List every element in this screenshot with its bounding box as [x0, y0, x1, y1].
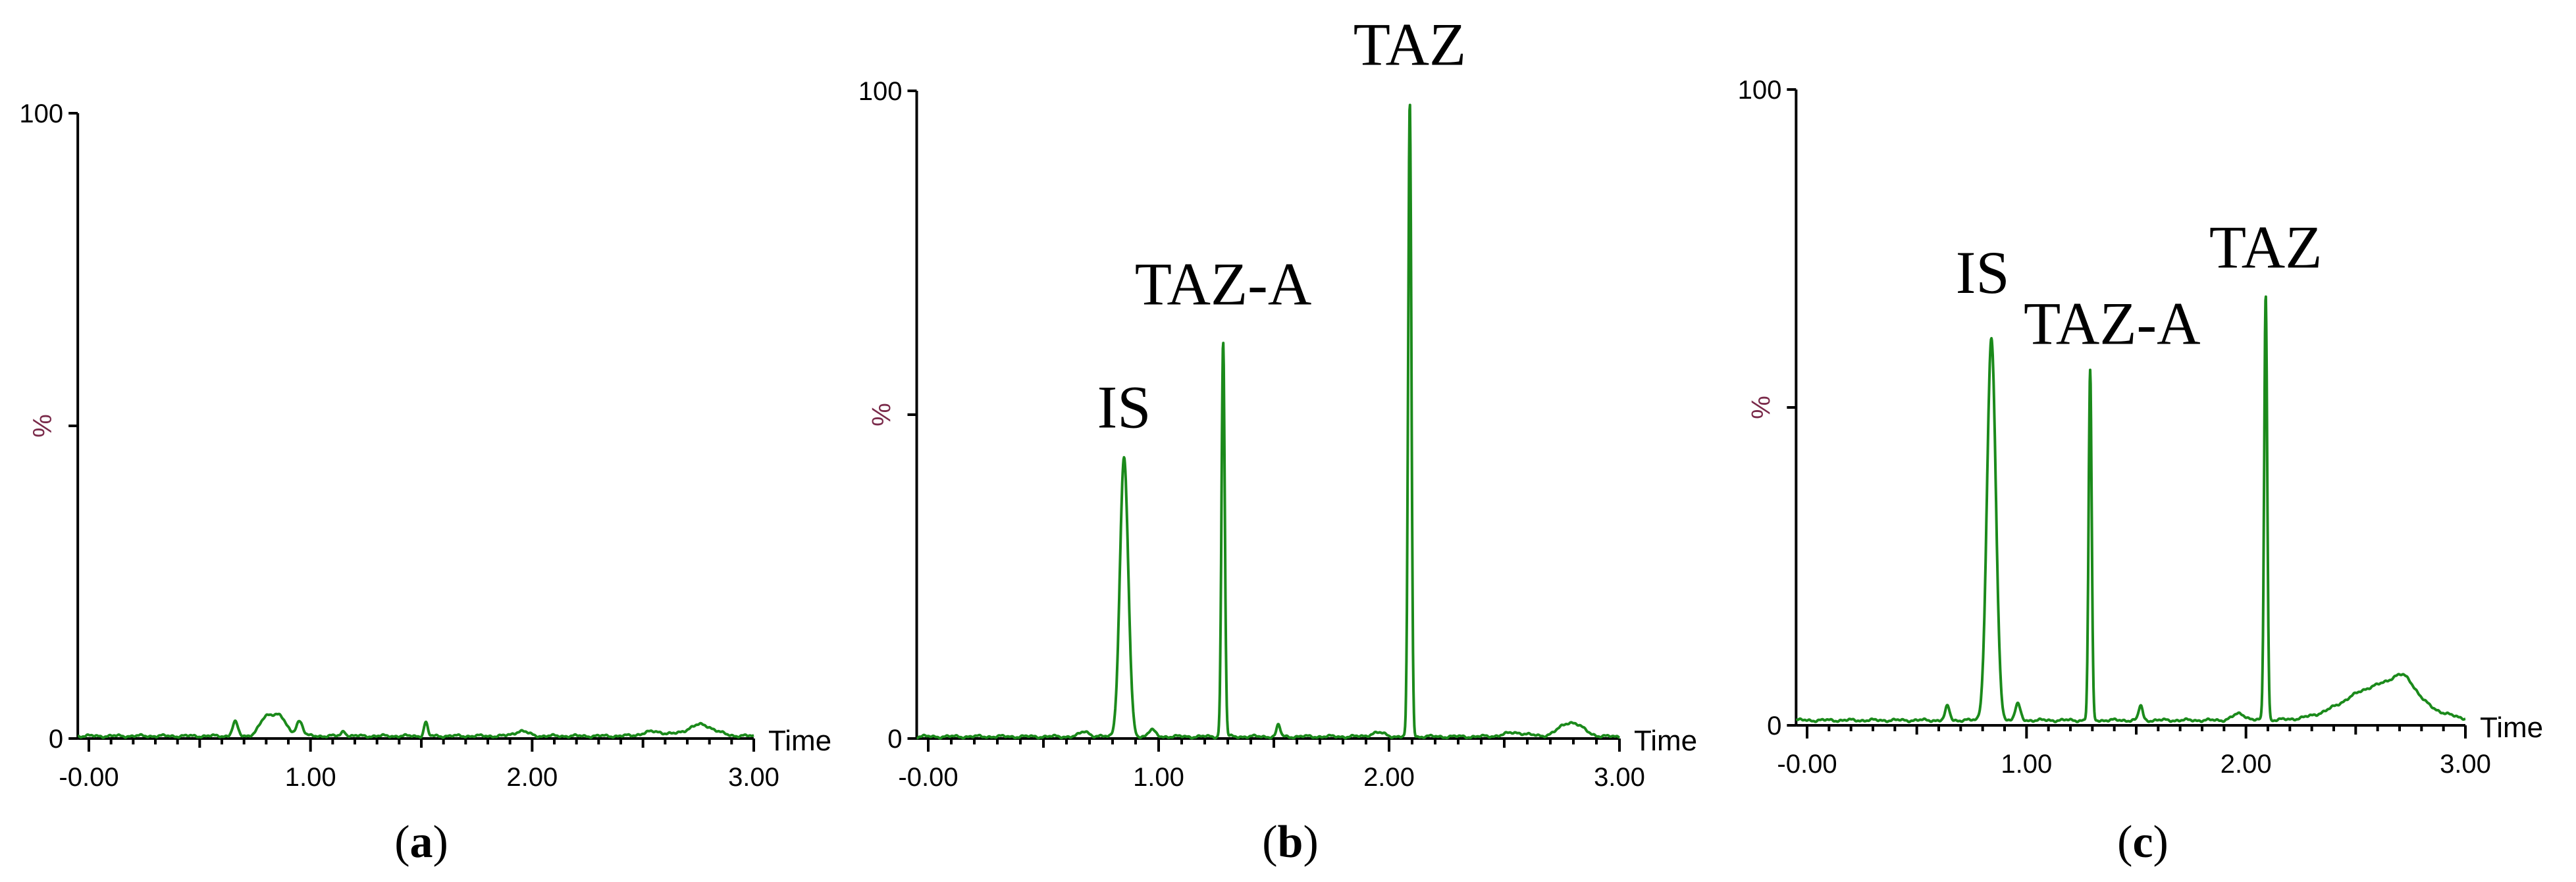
y-tick-label-100: 100 [1738, 76, 1782, 105]
chromatogram-trace [1795, 295, 2467, 723]
y-axis-label: % [28, 414, 57, 438]
panel-caption: (c) [2117, 817, 2169, 868]
x-tick-label: -0.00 [59, 763, 118, 792]
y-tick-label-0: 0 [887, 725, 902, 754]
x-tick-label: 2.00 [1363, 763, 1415, 792]
peak-annotation-taz: TAZ [1354, 11, 1466, 78]
peak-annotation-is: IS [1097, 374, 1151, 441]
y-tick-label-0: 0 [49, 725, 63, 754]
peak-annotation-taz-a: TAZ-A [1135, 251, 1312, 318]
x-tick-label: -0.00 [1777, 750, 1837, 779]
x-tick-label: 3.00 [1594, 763, 1645, 792]
x-tick-label: 1.00 [1133, 763, 1184, 792]
y-tick-label-100: 100 [19, 99, 63, 128]
x-axis-label: Time [768, 725, 831, 757]
x-axis-label: Time [2480, 712, 2543, 744]
chart-panel-a: 0 100% -0.00 1.00 2.00 3.00 Time (a) [19, 99, 831, 868]
x-tick-label: -0.00 [898, 763, 958, 792]
x-axis-label: Time [1634, 725, 1697, 757]
panel-caption: (b) [1262, 817, 1319, 868]
x-tick-label: 3.00 [728, 763, 779, 792]
panel-caption-letter: a [410, 817, 433, 868]
y-axis-label: % [1747, 396, 1775, 419]
panel-caption: (a) [394, 817, 448, 868]
chromatogram-trace [76, 712, 755, 739]
chart-panel-b: 0 100% -0.00 1.00 2.00 3.00 Time IS TAZ-A TAZ (b) [858, 11, 1697, 868]
peak-annotation-is: IS [1956, 239, 2010, 306]
chromatogram-trace [916, 103, 1621, 740]
x-tick-label: 3.00 [2440, 750, 2491, 779]
x-tick-label: 1.00 [285, 763, 336, 792]
panel-caption-letter: c [2132, 817, 2153, 868]
y-tick-label-100: 100 [858, 77, 903, 106]
y-tick-label-0: 0 [1767, 712, 1781, 740]
peak-annotation-taz: TAZ [2209, 213, 2322, 280]
x-tick-label: 1.00 [2001, 750, 2052, 779]
x-tick-label: 2.00 [506, 763, 558, 792]
y-axis-label: % [868, 403, 897, 427]
x-tick-label: 2.00 [2221, 750, 2272, 779]
peak-annotation-taz-a: TAZ-A [2024, 290, 2201, 357]
panel-caption-letter: b [1278, 817, 1303, 868]
